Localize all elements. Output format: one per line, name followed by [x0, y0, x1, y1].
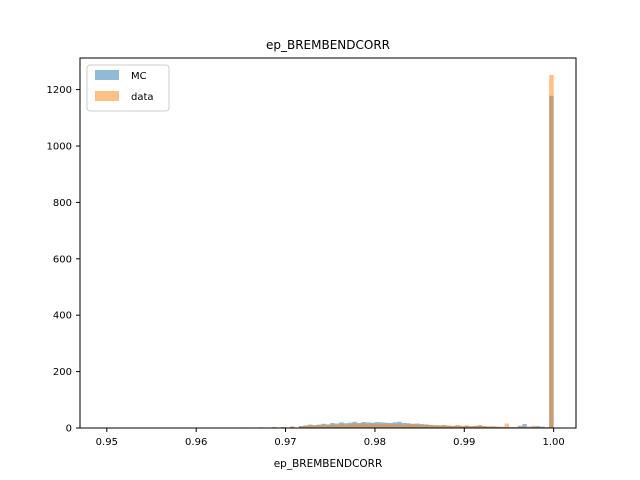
histogram-bar — [272, 426, 277, 428]
histogram-bar — [450, 425, 456, 428]
histogram-bar — [401, 424, 407, 428]
histogram-bar — [455, 425, 460, 428]
histogram-bar — [348, 424, 353, 428]
histogram-bar — [535, 426, 541, 428]
x-tick-label: 0.99 — [453, 437, 475, 448]
x-axis-label: ep_BREMBENDCORR — [274, 458, 383, 470]
histogram-bar — [517, 426, 523, 428]
histogram-bar — [374, 423, 380, 428]
y-tick-label: 400 — [53, 311, 72, 322]
histogram-bar — [549, 74, 554, 429]
histogram-bar — [495, 426, 501, 428]
x-tick-label: 0.95 — [96, 437, 118, 448]
legend-swatch — [95, 91, 119, 101]
histogram-bar — [312, 425, 317, 428]
histogram-bar — [522, 424, 527, 428]
histogram-bar — [298, 426, 304, 428]
histogram-bar — [415, 424, 420, 428]
histogram-bar — [446, 425, 451, 428]
histogram-bar — [441, 424, 447, 428]
histogram-bar — [316, 424, 322, 428]
histogram-bar — [379, 424, 384, 428]
histogram-bar — [321, 424, 326, 428]
y-tick-label: 0 — [66, 424, 72, 435]
histogram-bar — [491, 426, 496, 428]
x-tick-label: 1.00 — [543, 437, 565, 448]
histogram-bar — [339, 423, 344, 428]
histogram-bar — [468, 426, 474, 428]
y-tick-label: 200 — [53, 367, 72, 378]
y-tick-label: 1200 — [47, 85, 72, 96]
histogram-bar — [352, 423, 358, 428]
histogram-bar — [424, 424, 429, 428]
legend-label: data — [131, 92, 154, 103]
histogram-bar — [361, 423, 366, 428]
histogram-bar — [464, 425, 469, 428]
histogram-bar — [290, 426, 295, 428]
x-axis: 0.95 0.96 0.97 0.98 0.99 1.00 — [96, 428, 565, 448]
histogram-bar — [486, 426, 492, 428]
histogram-bar — [482, 426, 487, 428]
histogram-bar — [477, 425, 483, 428]
x-tick-label: 0.97 — [274, 437, 296, 448]
histogram-bar — [303, 425, 308, 428]
legend-swatch — [95, 70, 119, 80]
chart-title: ep_BREMBENDCORR — [266, 38, 390, 52]
histogram-bar — [325, 425, 331, 428]
histogram-bar — [437, 425, 442, 428]
histogram-bar — [473, 425, 478, 428]
histogram-bar — [531, 425, 536, 428]
histogram-bar — [307, 425, 313, 428]
y-tick-label: 800 — [53, 198, 72, 209]
legend: MC data — [86, 64, 170, 112]
histogram-bar — [330, 424, 335, 428]
legend-label: MC — [131, 71, 147, 82]
histogram-bar — [370, 423, 375, 428]
histogram-bar — [522, 426, 527, 428]
histogram-bar — [357, 423, 362, 428]
y-tick-label: 1000 — [47, 141, 72, 152]
histogram-bar — [410, 424, 416, 428]
histogram-bar — [392, 423, 398, 428]
histogram-bar — [433, 425, 438, 428]
plot-frame — [79, 57, 577, 429]
histogram-bar — [428, 425, 434, 428]
y-tick-label: 600 — [53, 254, 72, 265]
histogram-bar — [388, 424, 393, 428]
histogram-bar — [383, 423, 389, 428]
x-tick-label: 0.98 — [364, 437, 386, 448]
histogram-bar — [365, 424, 371, 428]
histogram-bar — [343, 424, 349, 428]
histogram-bar — [397, 424, 402, 428]
histogram-bar — [334, 424, 340, 428]
histogram-bar — [406, 423, 411, 428]
histogram-bar — [504, 423, 509, 428]
histogram-bar — [459, 425, 465, 428]
x-tick-label: 0.96 — [185, 437, 207, 448]
y-axis: 0 200 400 600 800 1000 1200 — [47, 85, 80, 435]
histogram-bar — [508, 426, 514, 428]
histogram-bar — [500, 426, 505, 428]
histogram-bar — [419, 424, 425, 428]
